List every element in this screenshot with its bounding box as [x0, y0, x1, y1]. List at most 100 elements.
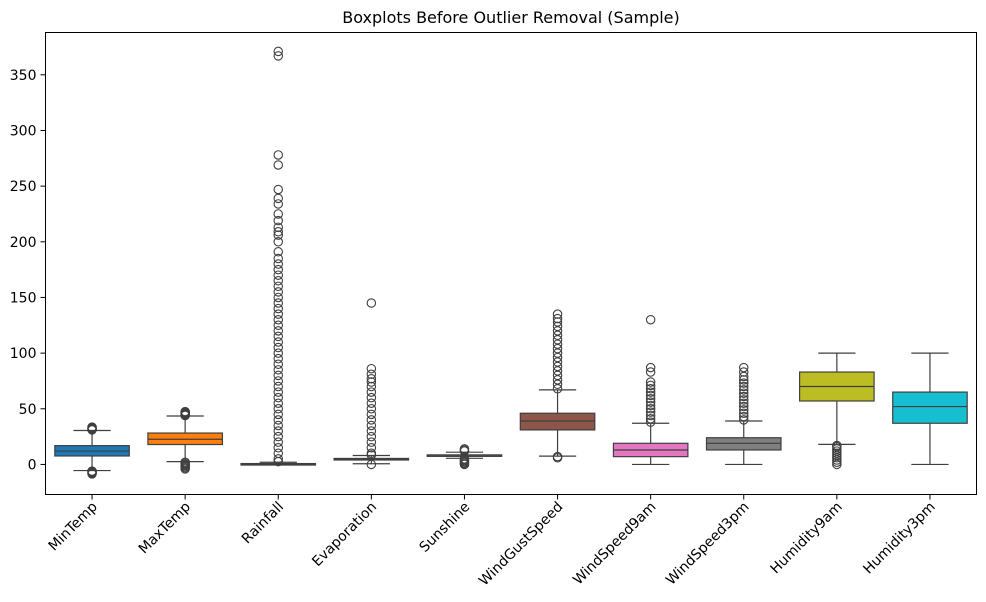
outlier-point	[273, 359, 283, 369]
outlier-point	[738, 375, 749, 385]
outlier-point	[273, 303, 283, 314]
outlier-point	[273, 415, 283, 425]
y-tick-label: 50	[19, 402, 37, 418]
outlier-point	[273, 376, 283, 386]
outlier-point	[273, 320, 283, 331]
outlier-point	[273, 309, 283, 319]
outlier-point	[645, 314, 656, 325]
outlier-point	[366, 437, 377, 447]
outlier-point	[273, 387, 283, 397]
outlier-point	[180, 457, 190, 467]
outlier-point	[738, 415, 749, 425]
outlier-point	[273, 292, 283, 303]
outlier-point	[366, 298, 377, 308]
y-tick-label: 0	[28, 457, 37, 473]
outlier-point	[273, 193, 283, 204]
outlier-point	[273, 247, 283, 257]
x-axis: MinTemp MaxTemp Rainfall Evaporation Sunshin…	[46, 494, 939, 589]
outlier-point	[366, 392, 377, 403]
outlier-point	[273, 222, 283, 233]
outlier-point	[273, 314, 283, 325]
outlier-point	[738, 408, 749, 418]
box-Sunshine	[426, 444, 503, 470]
outlier-point	[273, 353, 283, 364]
outlier-point	[366, 398, 377, 408]
x-tick-label: Sunshine	[417, 499, 474, 556]
x-tick-label: Humidity3pm	[860, 499, 938, 577]
outlier-point	[87, 422, 97, 432]
box-WindSpeed3pm	[705, 362, 782, 466]
outlier-point	[552, 313, 563, 324]
outlier-point	[273, 237, 283, 247]
outlier-point	[645, 362, 656, 373]
box-WindSpeed9am	[612, 314, 689, 466]
y-tick-label: 350	[10, 68, 37, 84]
outlier-point	[832, 444, 842, 454]
outlier-point	[273, 199, 283, 209]
outlier-point	[366, 415, 377, 425]
outlier-point	[273, 230, 283, 240]
outlier-point	[273, 348, 283, 358]
box-Evaporation	[333, 298, 410, 470]
outlier-point	[738, 381, 749, 392]
y-tick-label: 250	[10, 179, 37, 195]
chart-title: Boxplots Before Outlier Removal (Sample)	[342, 8, 680, 27]
outlier-point	[273, 370, 283, 381]
y-tick-label: 100	[10, 346, 37, 362]
x-tick-label: Humidity9am	[767, 499, 845, 577]
outlier-point	[273, 392, 283, 403]
outlier-point	[366, 448, 377, 459]
outlier-point	[832, 440, 842, 451]
outlier-point	[645, 377, 656, 387]
x-tick-label: MaxTemp	[136, 499, 194, 557]
outlier-point	[552, 309, 563, 319]
outlier-point	[738, 388, 749, 398]
box-Rainfall	[240, 46, 317, 467]
outlier-point	[552, 321, 563, 332]
outlier-point	[552, 317, 563, 327]
outlier-point	[273, 454, 283, 464]
outlier-point	[273, 337, 283, 347]
outlier-point	[273, 215, 283, 226]
outlier-point	[645, 367, 656, 377]
outlier-point	[180, 406, 190, 417]
x-tick-label: MinTemp	[46, 499, 101, 554]
outlier-point	[273, 281, 283, 292]
outlier-point	[738, 391, 749, 402]
outlier-point	[273, 437, 283, 447]
outlier-point	[645, 404, 656, 414]
outlier-point	[366, 442, 377, 453]
outlier-point	[645, 417, 656, 427]
outlier-point	[645, 380, 656, 391]
outlier-point	[273, 381, 283, 392]
outlier-point	[738, 378, 749, 388]
outlier-point	[832, 446, 842, 456]
outlier-point	[273, 409, 283, 420]
outlier-point	[738, 362, 749, 373]
outlier-point	[645, 387, 656, 397]
outlier-point	[273, 270, 283, 280]
y-axis: 0 50 100 150 200 250 300 350	[10, 68, 46, 473]
box-WindGustSpeed	[519, 309, 596, 463]
outlier-point	[645, 390, 656, 401]
outlier-point	[738, 385, 749, 395]
outlier-point	[273, 431, 283, 442]
outlier-point	[273, 51, 283, 61]
outlier-point	[366, 381, 377, 392]
x-tick-label: WindSpeed3pm	[663, 499, 752, 588]
outlier-point	[273, 331, 283, 342]
outlier-point	[273, 160, 283, 170]
box-Humidity9am	[799, 352, 875, 470]
outlier-point	[273, 426, 283, 436]
y-tick-label: 150	[10, 290, 37, 306]
outlier-point	[273, 150, 283, 160]
outlier-point	[366, 426, 377, 436]
x-tick-label: Evaporation	[309, 499, 380, 570]
outlier-point	[552, 451, 563, 462]
outlier-point	[273, 448, 283, 459]
y-tick-label: 200	[10, 235, 37, 251]
outlier-point	[645, 383, 656, 394]
box-MaxTemp	[147, 406, 223, 474]
outlier-point	[273, 253, 283, 264]
box-MinTemp	[54, 422, 130, 479]
